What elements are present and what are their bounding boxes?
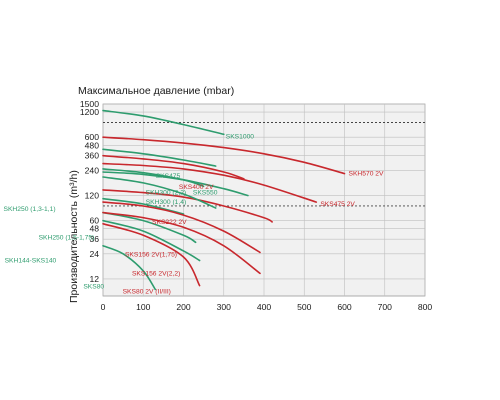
curve-sks80-2v-ii-iii- bbox=[102, 223, 201, 287]
curve-skh570-2v bbox=[102, 136, 346, 175]
curve-sks400-2v bbox=[102, 154, 245, 180]
x-tick-label: 400 bbox=[257, 302, 272, 312]
y-tick-label: 240 bbox=[85, 165, 100, 175]
curve-label: SKH300 (1,4) bbox=[146, 199, 187, 206]
x-tick-label: 300 bbox=[217, 302, 232, 312]
y-tick-label: 360 bbox=[85, 151, 100, 161]
curve-sks222-2v bbox=[102, 189, 273, 223]
curve-skh144-sks140 bbox=[102, 219, 201, 262]
curve-skh250-1-5-1-75- bbox=[102, 211, 197, 244]
curve-sks475-2v bbox=[102, 162, 318, 203]
y-tick-label: 1200 bbox=[80, 107, 99, 117]
curve-skh250-1-3-1-1- bbox=[102, 197, 185, 215]
x-tick-label: 200 bbox=[176, 302, 191, 312]
y-tick-label: 48 bbox=[89, 224, 99, 234]
curve-label: SKH250 (1,5-1,75) bbox=[39, 234, 95, 241]
curve-label: SKH300 (2,2) bbox=[146, 189, 187, 196]
curve-label: SKS475 2V bbox=[320, 201, 355, 208]
x-tick-label: 100 bbox=[136, 302, 151, 312]
curve-label: SKH250 (1,3-1,1) bbox=[4, 206, 56, 213]
curve-sks475 bbox=[102, 148, 217, 167]
y-tick-label: 36 bbox=[89, 234, 99, 244]
y-tick-label: 12 bbox=[89, 274, 99, 284]
curve-label: SKS400 2V bbox=[179, 184, 214, 191]
y-tick-label: 600 bbox=[85, 132, 100, 142]
curve-sks80 bbox=[102, 245, 157, 291]
chart-title: Максимальное давление (mbar) bbox=[78, 85, 234, 97]
x-tick-label: 500 bbox=[297, 302, 312, 312]
curve-label: SKS156 2V(2,2) bbox=[132, 270, 180, 277]
curve-label: SKH144-SKS140 bbox=[5, 257, 57, 264]
curve-sks1000 bbox=[102, 109, 225, 136]
curve-label: SKS1000 bbox=[226, 133, 255, 140]
y-tick-label: 480 bbox=[85, 140, 100, 150]
y-axis-title: Производительность (m³/h) bbox=[68, 170, 80, 303]
curve-label: SKS550 bbox=[193, 190, 218, 197]
curve-sks156-2v-2-2- bbox=[102, 211, 261, 275]
y-tick-label: 60 bbox=[89, 216, 99, 226]
y-tick-label: 24 bbox=[89, 249, 99, 259]
curve-label: SKS222 2V bbox=[152, 219, 187, 226]
curve-sks550 bbox=[102, 171, 249, 197]
curve-sks156-2v-1-75- bbox=[102, 201, 261, 254]
curve-label: SKS156 2V(1,75) bbox=[125, 251, 177, 258]
x-tick-label: 800 bbox=[418, 302, 433, 312]
x-tick-label: 700 bbox=[378, 302, 393, 312]
x-tick-label: 600 bbox=[337, 302, 352, 312]
curve-label: SKS475 bbox=[156, 173, 181, 180]
y-tick-label: 1500 bbox=[80, 99, 99, 109]
curve-label: SKH570 2V bbox=[349, 171, 384, 178]
x-tick-label: 0 bbox=[101, 302, 106, 312]
curve-label: SKS80 2V (II/III) bbox=[123, 289, 171, 296]
curve-skh300-1-4- bbox=[102, 176, 217, 209]
curve-label: SKS80 bbox=[83, 283, 104, 290]
y-tick-label: 120 bbox=[85, 191, 100, 201]
